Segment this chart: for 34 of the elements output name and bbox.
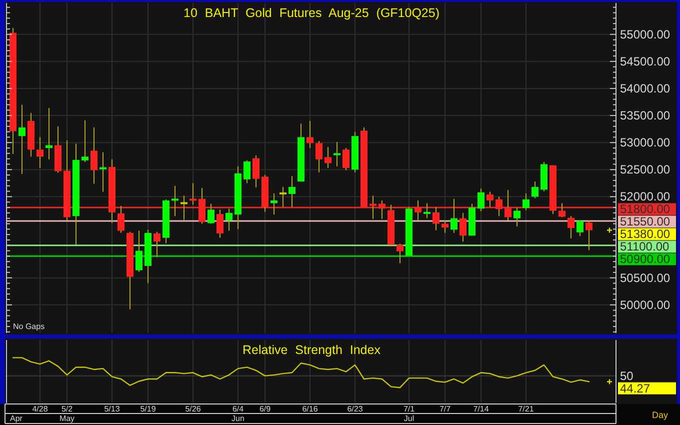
x-tick-label: 6/4 Jun (232, 404, 244, 424)
y-tick-label: 53500.00 (620, 108, 670, 123)
x-tick-label: 5/2 May (59, 404, 75, 424)
x-tick-label: 5/13 (104, 404, 120, 414)
y-tick-label: 50500.00 (620, 270, 670, 285)
ref-line-label: 51800.00 (620, 202, 670, 216)
y-tick-label: 54000.00 (620, 81, 670, 96)
x-tick-label: 7/7 (439, 404, 452, 414)
annotation: No Gaps (13, 322, 45, 331)
x-tick-label: 7/14 (473, 404, 490, 414)
x-tick-label: 4/28 (32, 404, 48, 414)
x-tick-label: 5/19 (140, 404, 156, 414)
y-tick-label: 53000.00 (620, 136, 670, 150)
chart-title: Relative Strength Index (242, 343, 382, 357)
chart-title: 10 BAHT Gold Futures Aug-25 (GF10Q25) (184, 6, 440, 20)
x-tick-label: 6/23 (347, 404, 364, 414)
text: 50 (620, 368, 634, 383)
y-tick-label: 55000.00 (620, 27, 670, 42)
x-tick-label: 5/26 (185, 404, 202, 414)
text: Day (652, 410, 668, 420)
y-tick-label: 50000.00 (620, 298, 670, 312)
y-tick-label: 52000.00 (620, 190, 670, 204)
x-tick-label: 7/1 Jul (403, 404, 416, 424)
text: 51380.00 (620, 227, 670, 242)
x-tick-label: 7/21 (518, 404, 534, 414)
ref-line-label: 50900.00 (620, 252, 670, 266)
y-tick-label: 54500.00 (620, 54, 670, 68)
ref-line-label: 51100.00 (620, 240, 670, 254)
x-tick-label: 6/16 (302, 404, 318, 414)
y-tick-label: 52500.00 (620, 162, 670, 177)
text: 44.27 (620, 381, 650, 396)
text: Apr (10, 414, 23, 424)
x-tick-label: 6/9 (259, 404, 272, 414)
ref-line-label: 51550.00 (620, 214, 670, 229)
